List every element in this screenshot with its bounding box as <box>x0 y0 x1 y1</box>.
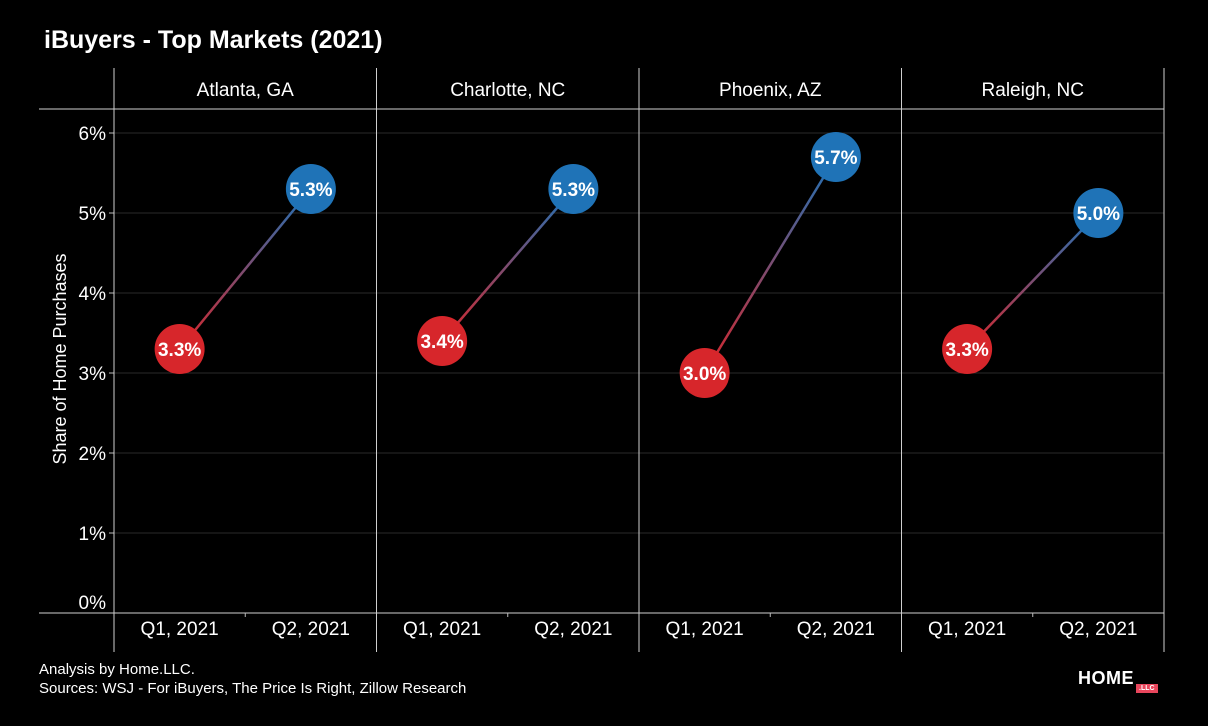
y-tick-label: 1% <box>79 524 107 545</box>
data-label: 5.3% <box>552 180 595 201</box>
y-tick-label: 0% <box>79 593 107 614</box>
connector-line <box>703 156 837 374</box>
chart-title: iBuyers - Top Markets (2021) <box>44 26 383 54</box>
data-label: 5.0% <box>1077 204 1120 225</box>
panel-header: Charlotte, NC <box>450 80 565 101</box>
q2-point <box>810 132 861 182</box>
q1-point <box>154 324 205 374</box>
home-llc-logo: HOME.LLC <box>1078 668 1158 693</box>
logo-suffix: .LLC <box>1136 684 1158 693</box>
connector-line <box>441 188 575 342</box>
x-tick-label: Q1, 2021 <box>403 619 481 640</box>
panel-header: Atlanta, GA <box>197 80 294 101</box>
q1-point <box>679 348 730 398</box>
data-label: 3.0% <box>683 364 726 385</box>
footer: Analysis by Home.LLC. Sources: WSJ - For… <box>39 660 466 698</box>
x-tick-label: Q1, 2021 <box>141 619 219 640</box>
panel-header: Raleigh, NC <box>982 80 1084 101</box>
q1-point <box>417 316 468 366</box>
data-label: 5.7% <box>814 148 857 169</box>
y-axis-label: Share of Home Purchases <box>50 253 70 464</box>
data-label: 3.4% <box>420 332 463 353</box>
q1-point <box>942 324 993 374</box>
y-tick-label: 2% <box>79 444 107 465</box>
data-label: 5.3% <box>289 180 332 201</box>
data-label: 3.3% <box>945 340 988 361</box>
footer-analysis: Analysis by Home.LLC. <box>39 661 195 678</box>
data-label: 3.3% <box>158 340 201 361</box>
q2-point <box>548 164 599 214</box>
connector-fallback <box>705 157 836 373</box>
y-tick-label: 3% <box>79 364 107 385</box>
x-tick-label: Q2, 2021 <box>272 619 350 640</box>
x-tick-label: Q1, 2021 <box>928 619 1006 640</box>
q2-point <box>285 164 336 214</box>
x-tick-label: Q2, 2021 <box>534 619 612 640</box>
logo-main: HOME <box>1078 668 1134 688</box>
x-tick-label: Q1, 2021 <box>666 619 744 640</box>
y-tick-label: 5% <box>79 204 107 225</box>
y-tick-label: 4% <box>79 284 107 305</box>
footer-sources: Sources: WSJ - For iBuyers, The Price Is… <box>39 680 467 697</box>
connector-line <box>178 188 312 350</box>
y-tick-label: 6% <box>79 124 107 145</box>
x-tick-label: Q2, 2021 <box>1059 619 1137 640</box>
q2-point <box>1073 188 1124 238</box>
x-tick-label: Q2, 2021 <box>797 619 875 640</box>
connector-line <box>966 212 1100 350</box>
connector-fallback <box>442 189 573 341</box>
connector-fallback <box>967 213 1098 349</box>
panel-header: Phoenix, AZ <box>719 80 822 101</box>
